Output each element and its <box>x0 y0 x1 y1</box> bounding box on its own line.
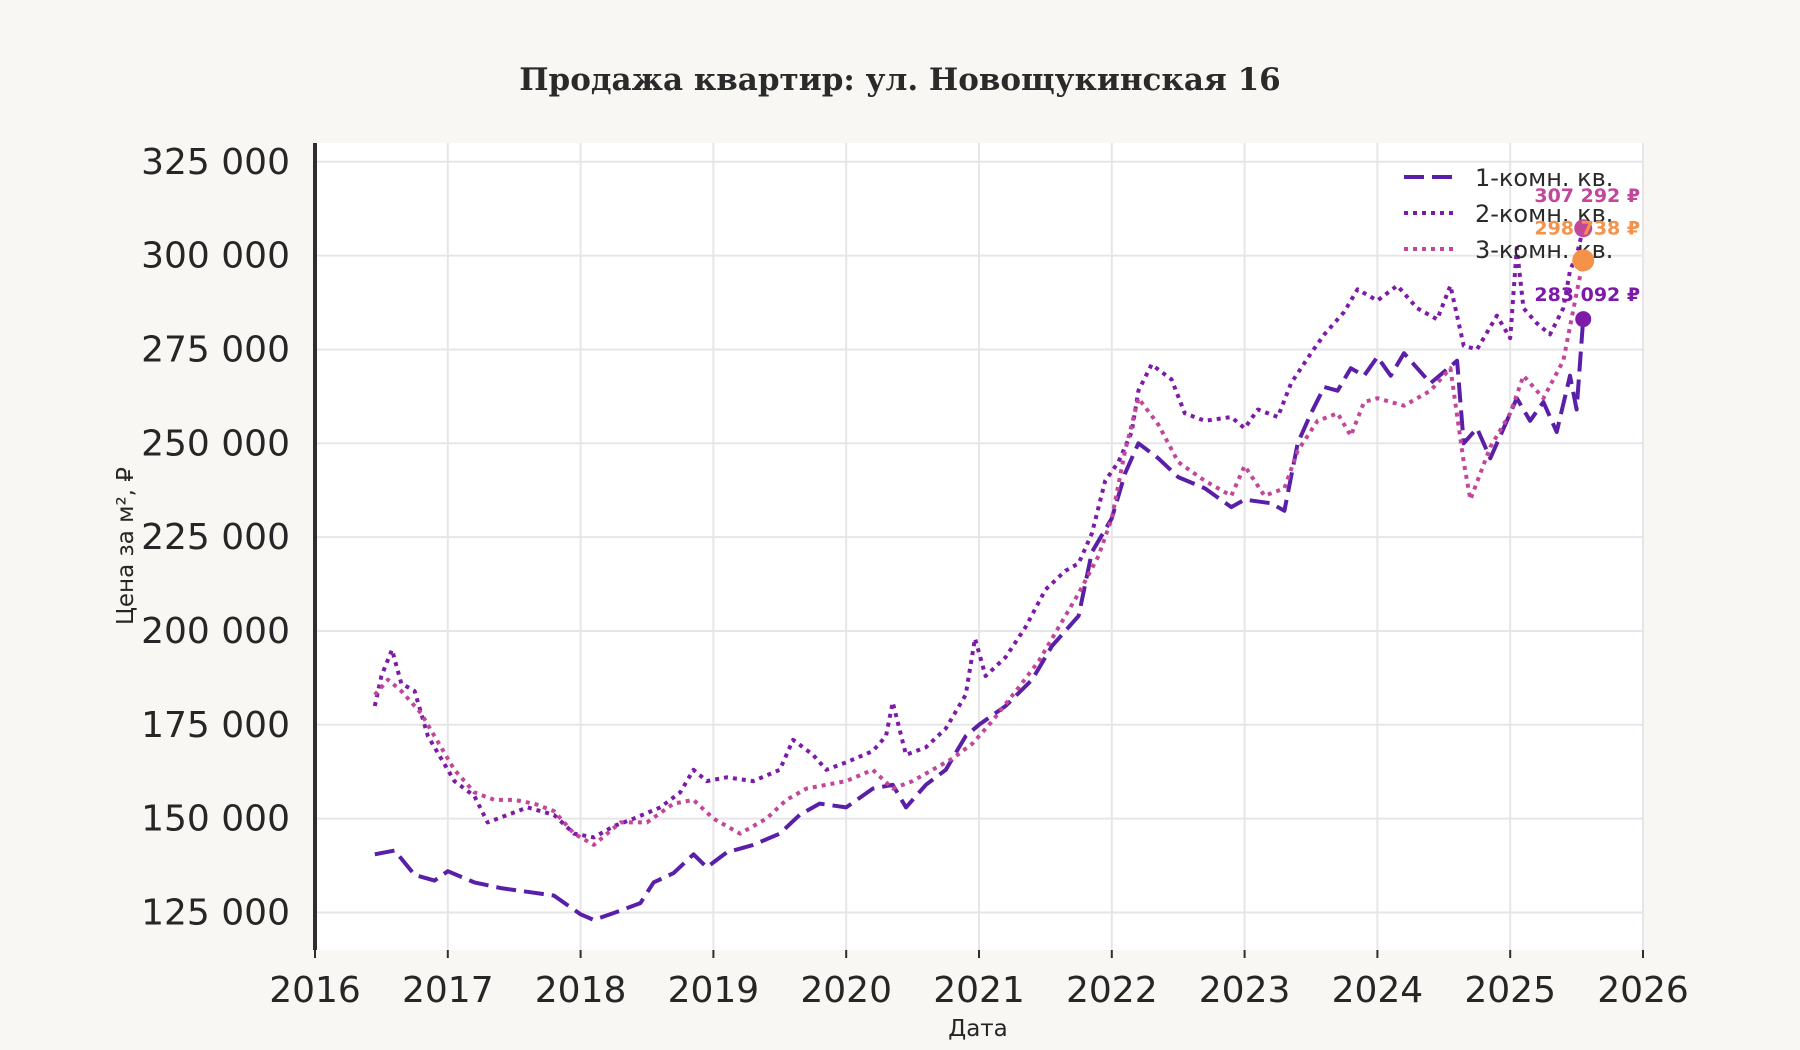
grid <box>314 143 1644 950</box>
y-axis-label: Цена за м², ₽ <box>113 467 139 625</box>
x-tick-label: 2016 <box>269 970 361 1011</box>
x-tick-label: 2025 <box>1464 970 1556 1011</box>
end-value-label-1: 307 292 ₽ <box>1534 185 1640 207</box>
series-line-3 <box>373 259 1586 847</box>
y-tick-label: 250 000 <box>141 423 290 464</box>
x-tick-label: 2026 <box>1597 970 1689 1011</box>
x-tick-label: 2021 <box>933 970 1025 1011</box>
y-tick-label: 300 000 <box>141 236 290 277</box>
x-tick-label: 2019 <box>668 970 760 1011</box>
y-axis-ticks: 125 000 150 000 175 000 200 000 225 000 250 0… <box>141 142 290 934</box>
x-tick-label: 2023 <box>1199 970 1291 1011</box>
end-value-label-3: 283 092 ₽ <box>1534 284 1640 306</box>
x-tick-label: 2018 <box>535 970 627 1011</box>
y-tick-label: 200 000 <box>141 611 290 652</box>
x-axis-ticks: 2016 2017 2018 2019 2020 2021 2022 2023 2024 2025… <box>269 950 1689 1011</box>
x-tick-label: 2020 <box>800 970 892 1011</box>
x-tick-label: 2022 <box>1066 970 1158 1011</box>
y-tick-label: 325 000 <box>141 142 290 183</box>
end-value-label-2: 298 738 ₽ <box>1534 217 1640 239</box>
x-tick-label: 2024 <box>1332 970 1424 1011</box>
y-tick-label: 150 000 <box>141 799 290 840</box>
y-tick-label: 275 000 <box>141 329 290 370</box>
end-marker-2 <box>1572 249 1595 272</box>
series-line-2 <box>372 227 1586 840</box>
series-line-1 <box>374 318 1586 922</box>
x-axis-label: Дата <box>948 1016 1008 1042</box>
y-tick-label: 175 000 <box>141 705 290 746</box>
end-markers: 307 292 ₽ 298 738 ₽ 283 092 ₽ <box>1534 185 1640 328</box>
end-marker-3 <box>1575 311 1592 328</box>
series-lines <box>372 227 1586 922</box>
x-tick-label: 2017 <box>402 970 494 1011</box>
chart-title: Продажа квартир: ул. Новощукинская 16 <box>519 62 1280 98</box>
legend-label-1: 1-комн. кв. <box>1475 164 1613 192</box>
end-marker-1 <box>1574 219 1593 238</box>
y-tick-label: 225 000 <box>141 517 290 558</box>
y-tick-label: 125 000 <box>141 892 290 933</box>
